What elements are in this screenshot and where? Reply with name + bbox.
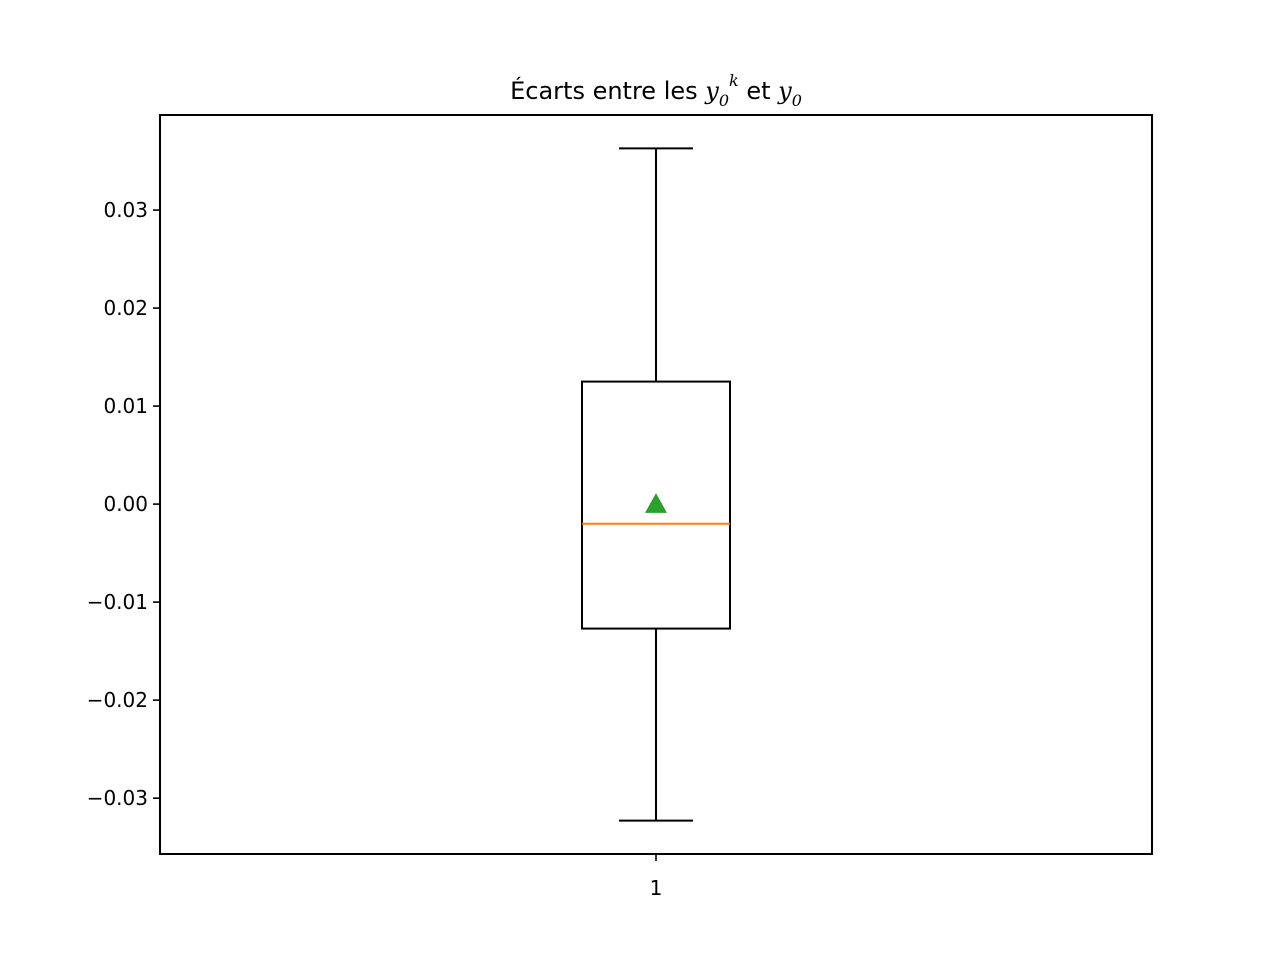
y-tick-label: 0.00 (103, 492, 148, 516)
title-var1-sub: 0 (719, 91, 729, 110)
y-tick-label: −0.01 (87, 590, 148, 614)
x-axis: 1 (650, 854, 663, 900)
chart-title: Écarts entre les y0k et y0 (510, 71, 802, 110)
y-tick-label: −0.03 (87, 786, 148, 810)
x-tick-label: 1 (650, 876, 663, 900)
y-tick-label: −0.02 (87, 688, 148, 712)
title-var1-sup: k (729, 71, 739, 90)
boxes-group (581, 147, 731, 822)
box-iqr (581, 380, 731, 630)
title-prefix: Écarts entre les (510, 76, 705, 105)
y-tick-label: 0.03 (103, 198, 148, 222)
y-tick-label: 0.01 (103, 394, 148, 418)
title-var1: y (704, 77, 719, 105)
y-axis: −0.03 −0.02 −0.01 0.00 0.01 0.02 0.03 (87, 198, 160, 810)
title-var2-sub: 0 (792, 91, 802, 110)
title-middle: et (739, 77, 778, 105)
title-var2: y (777, 77, 792, 105)
mean-marker (645, 493, 667, 513)
y-tick-label: 0.02 (103, 296, 148, 320)
